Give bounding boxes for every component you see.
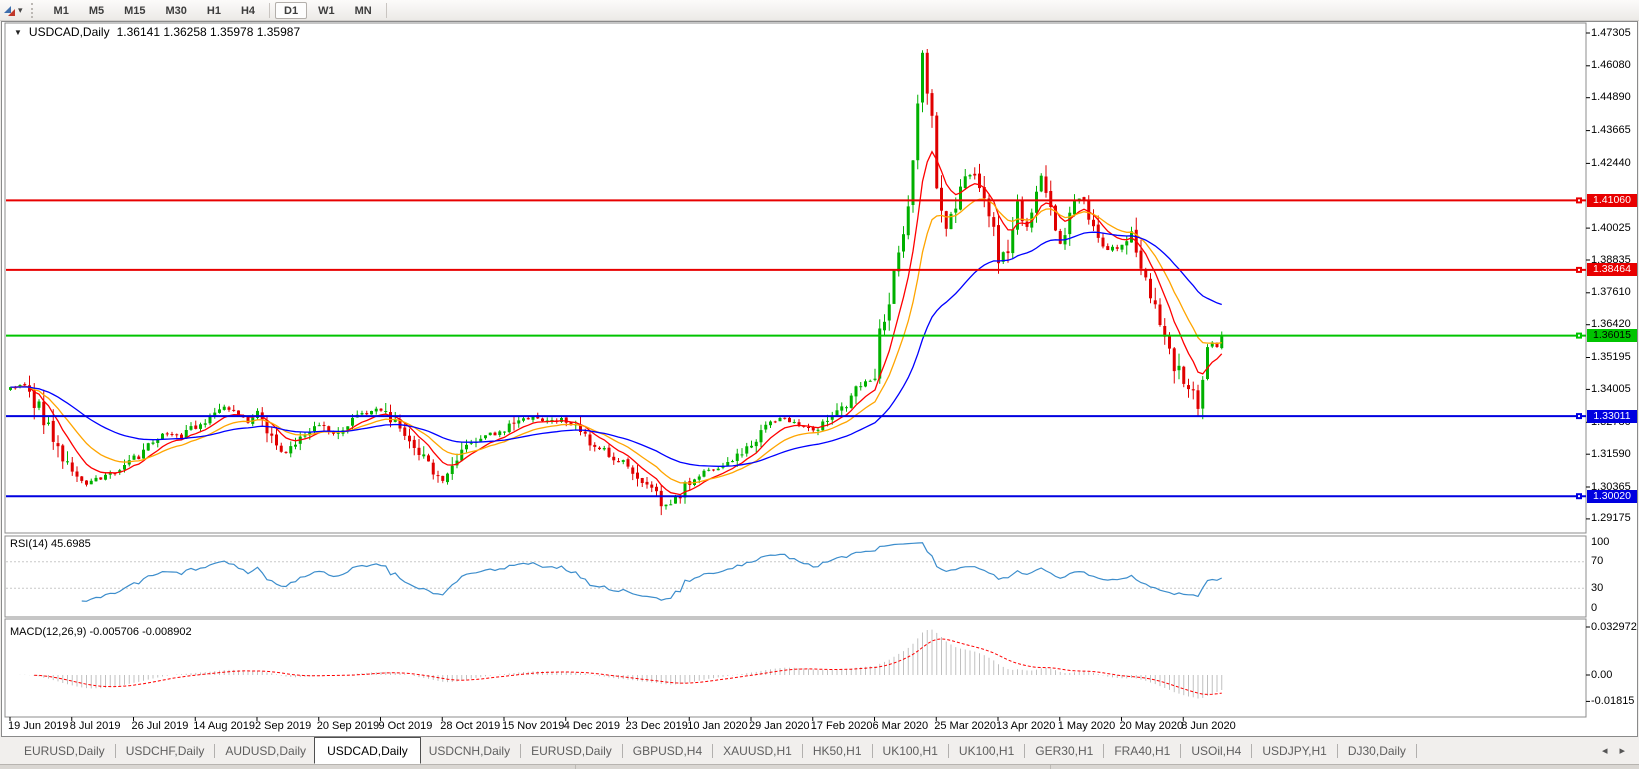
moving-average-8: [10, 150, 1223, 496]
timeframe-button-m30[interactable]: M30: [165, 4, 187, 17]
toolbar-separator: [385, 2, 387, 18]
timeframe-button-d1[interactable]: D1: [275, 1, 308, 19]
tab-separator: [1103, 743, 1105, 758]
chart-tab-usdcnh-daily[interactable]: USDCNH,Daily: [428, 743, 511, 758]
tab-separator: [1251, 743, 1253, 758]
tab-separator: [947, 743, 949, 758]
dropdown-caret-icon[interactable]: ▾: [18, 4, 23, 15]
chart-tab-ger30-h1[interactable]: GER30,H1: [1035, 743, 1094, 758]
chart-tab-fra40-h1[interactable]: FRA40,H1: [1114, 743, 1171, 758]
chart-tab-xauusd-h1[interactable]: XAUUSD,H1: [723, 743, 792, 758]
chart-symbol-period: USDCAD,Daily: [28, 25, 110, 39]
rsi-pane-border: [4, 535, 1587, 618]
chart-tabs: EURUSD,Daily USDCHF,Daily AUDUSD,Daily USDC…: [0, 737, 1588, 764]
tab-separator: [1415, 743, 1417, 758]
tabs-scroll-controls: ◂ ▸: [1588, 744, 1639, 757]
tabs-scroll-left-icon[interactable]: ◂: [1601, 745, 1608, 757]
tab-separator: [1024, 743, 1026, 758]
chart-ohlc-values: 1.36141 1.36258 1.35978 1.35987: [116, 25, 301, 39]
tab-separator: [621, 743, 623, 758]
chart-tab-usdchf-daily[interactable]: USDCHF,Daily: [125, 743, 205, 758]
tab-separator: [1180, 743, 1182, 758]
timeframe-button-h4[interactable]: H4: [240, 4, 256, 17]
macd-indicator-label: MACD(12,26,9) -0.005706 -0.008902: [10, 626, 192, 638]
main-pane-border: [4, 22, 1587, 534]
tab-separator: [1336, 743, 1338, 758]
candlestick-series: [9, 49, 1224, 516]
chart-tab-usoil-h4[interactable]: USOil,H4: [1191, 743, 1242, 758]
chart-tab-dj30-daily[interactable]: DJ30,Daily: [1347, 743, 1406, 758]
timeframe-buttons-group: M1 M5 M15 M30 H1 H4 D1 W1 MN: [44, 0, 391, 20]
tab-separator: [801, 743, 803, 758]
toolbar-separator: [269, 2, 271, 18]
moving-average-40: [10, 231, 1222, 467]
chart-tabs-bar: EURUSD,Daily USDCHF,Daily AUDUSD,Daily USDC…: [0, 737, 1639, 764]
toolbar-grip-handle[interactable]: [30, 2, 35, 18]
tab-separator: [520, 743, 522, 758]
moving-average-16: [10, 198, 1222, 484]
timeframe-button-m1[interactable]: M1: [53, 4, 69, 17]
horizontal-level-lines[interactable]: [6, 197, 1586, 500]
timeframe-button-m5[interactable]: M5: [88, 4, 105, 17]
tab-separator: [214, 743, 216, 758]
rsi-indicator-label: RSI(14) 45.6985: [10, 538, 91, 550]
chart-tab-eurusd-daily[interactable]: EURUSD,Daily: [531, 743, 612, 758]
macd-pane-border: [4, 618, 1587, 718]
rsi-plot: [6, 542, 1585, 602]
tab-separator: [712, 743, 714, 758]
chart-header: ▼ USDCAD,Daily 1.36141 1.36258 1.35978 1…: [14, 25, 300, 39]
timeframe-button-h1[interactable]: H1: [206, 4, 221, 17]
status-divider: [575, 765, 576, 769]
chart-menu-icon[interactable]: ▼: [14, 28, 22, 37]
chart-tab-eurusd-daily[interactable]: EURUSD,Daily: [24, 743, 105, 758]
tabs-scroll-right-icon[interactable]: ▸: [1619, 745, 1625, 757]
chart-tab-uk100-h1[interactable]: UK100,H1: [882, 743, 938, 758]
tab-separator: [871, 743, 873, 758]
timeframes-toolbar: ▾ M1 M5 M15 M30 H1 H4 D1 W1 MN: [0, 0, 1639, 21]
timeframe-button-m15[interactable]: M15: [124, 4, 146, 17]
tab-separator: [114, 743, 116, 758]
chart-tab-hk50-h1[interactable]: HK50,H1: [812, 743, 862, 758]
timeframe-button-mn[interactable]: MN: [354, 4, 372, 17]
chart-tab-uk100-h1[interactable]: UK100,H1: [958, 743, 1015, 758]
chart-tab-usdjpy-h1[interactable]: USDJPY,H1: [1262, 743, 1327, 758]
timeframe-button-w1[interactable]: W1: [318, 4, 335, 17]
macd-plot: [19, 629, 1223, 699]
status-divider: [1050, 765, 1051, 769]
chart-tab-audusd-daily[interactable]: AUDUSD,Daily: [225, 743, 307, 758]
chart-tab-gbpusd-h4[interactable]: GBPUSD,H4: [632, 743, 703, 758]
chart-objects-icon[interactable]: [3, 4, 16, 17]
status-bar: [0, 764, 1639, 769]
chart-tab-usdcad-daily[interactable]: USDCAD,Daily: [314, 737, 421, 764]
